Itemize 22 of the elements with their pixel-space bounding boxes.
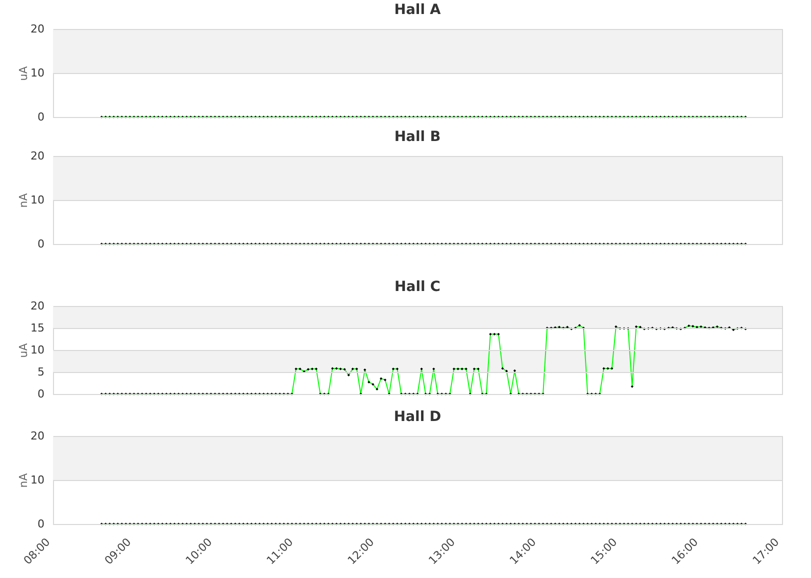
y-tick-label: 5 xyxy=(38,366,44,378)
y-tick-label: 10 xyxy=(30,474,44,486)
y-tick-label: 0 xyxy=(38,388,44,400)
y-tick-label: 20 xyxy=(30,430,44,442)
y-tick-label: 0 xyxy=(38,238,44,250)
chart-title: Hall B xyxy=(394,129,441,145)
chart-title: Hall A xyxy=(394,2,441,18)
y-axis-title: nA xyxy=(17,472,30,488)
y-tick-label: 0 xyxy=(38,110,44,124)
y-tick-label: 20 xyxy=(30,300,44,312)
chart-title: Hall D xyxy=(394,409,442,425)
y-axis-title: uA xyxy=(17,66,30,81)
y-axis-title: nA xyxy=(17,192,30,208)
y-tick-label: 10 xyxy=(30,344,44,356)
y-tick-label: 20 xyxy=(30,150,44,162)
y-tick-label: 10 xyxy=(30,66,44,80)
y-tick-label: 0 xyxy=(38,518,44,530)
y-tick-label: 10 xyxy=(30,194,44,206)
y-tick-label: 15 xyxy=(30,322,44,334)
chart-title: Hall C xyxy=(394,279,440,295)
y-tick-label: 20 xyxy=(30,22,44,36)
y-axis-title: uA xyxy=(17,342,30,358)
